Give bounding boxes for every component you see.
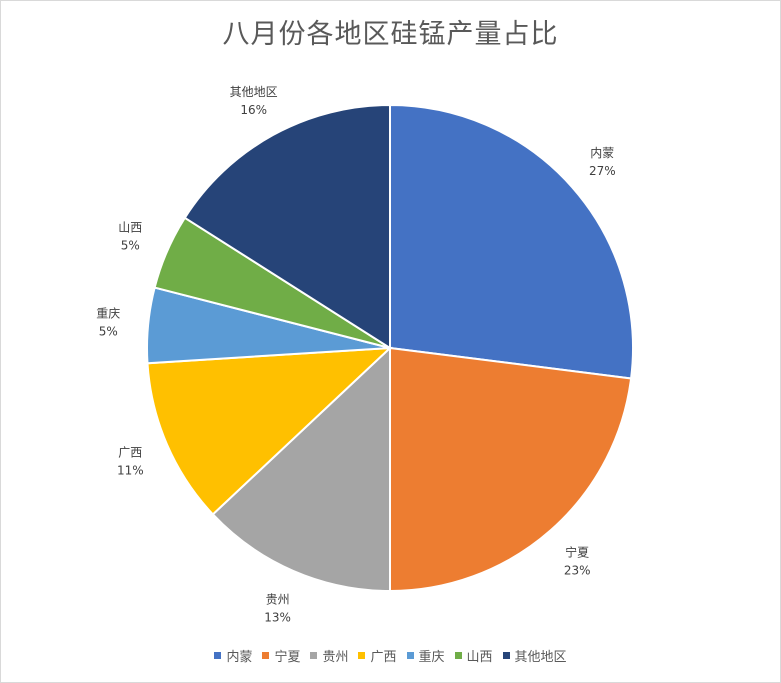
legend-item: 广西 — [358, 646, 397, 665]
pie-slice-2 — [389, 346, 633, 593]
slice-category-label: 内蒙 — [590, 146, 614, 160]
legend-swatch — [406, 652, 414, 659]
slice-category-label: 其他地区 — [230, 85, 278, 99]
slice-category-label: 重庆 — [96, 306, 120, 320]
legend-swatch — [262, 652, 270, 659]
slice-value-label: 13% — [264, 611, 291, 625]
legend-swatch — [502, 652, 510, 659]
legend-swatch — [214, 652, 222, 659]
legend-label: 贵州 — [322, 650, 349, 665]
legend: 内蒙 宁夏 贵州 广西 重庆 山西 其他地区 — [0, 646, 781, 665]
legend-item: 重庆 — [406, 646, 445, 665]
slice-category-label: 广西 — [118, 445, 142, 459]
legend-swatch — [358, 652, 366, 659]
pie-slice-7 — [183, 103, 391, 350]
legend-label: 广西 — [370, 650, 397, 665]
pie-slice-3 — [211, 345, 391, 593]
legend-item: 宁夏 — [262, 646, 300, 665]
legend-swatch — [310, 652, 318, 659]
legend-label: 内蒙 — [226, 650, 253, 665]
legend-item: 其他地区 — [502, 646, 567, 665]
legend-item: 贵州 — [310, 646, 348, 665]
chart-title: 八月份各地区硅锰产量占比 — [222, 19, 559, 50]
slice-value-label: 5% — [121, 239, 140, 253]
slice-value-label: 11% — [117, 463, 144, 477]
slice-category-label: 山西 — [118, 221, 142, 235]
slice-value-label: 23% — [564, 563, 591, 577]
slice-value-label: 5% — [99, 324, 118, 338]
slice-category-label: 宁夏 — [565, 544, 589, 559]
pie-slice-1 — [389, 103, 634, 380]
legend-item: 山西 — [454, 646, 493, 665]
slice-value-label: 16% — [240, 103, 267, 117]
legend-label: 其他地区 — [514, 650, 567, 665]
legend-item: 内蒙 — [214, 646, 252, 665]
slice-value-label: 27% — [589, 164, 616, 178]
legend-label: 山西 — [466, 650, 493, 665]
legend-label: 重庆 — [418, 650, 445, 665]
legend-swatch — [454, 652, 462, 659]
slice-category-label: 贵州 — [266, 593, 290, 607]
legend-label: 宁夏 — [274, 650, 301, 665]
pie-slice-4 — [146, 346, 393, 516]
